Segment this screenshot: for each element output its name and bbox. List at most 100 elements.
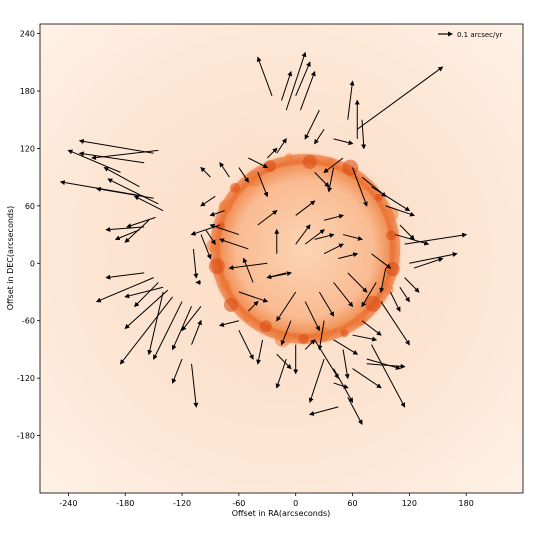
motion-vector (107, 178, 159, 205)
motion-vector (103, 167, 140, 188)
shell-knot (374, 193, 383, 202)
motion-vector (95, 277, 154, 303)
motion-vector (304, 109, 320, 140)
y-tick-label: 60 (25, 202, 35, 211)
motion-vector (304, 339, 316, 350)
shell-knot (383, 284, 394, 295)
x-tick-label: -180 (116, 499, 134, 508)
y-tick-label: -180 (17, 432, 35, 441)
shell-knot (246, 170, 263, 187)
motion-vector (218, 320, 240, 327)
motion-vector (347, 397, 363, 425)
shell-knot (208, 258, 225, 275)
motion-vector (181, 306, 202, 332)
motion-vector (371, 253, 392, 269)
y-tick-label: 120 (20, 144, 35, 153)
motion-vector (256, 56, 273, 96)
motion-vector (209, 210, 225, 217)
x-axis-ticks: -240 -180 -120 -60 0 60 120 180 (59, 493, 474, 508)
motion-vector (238, 167, 249, 183)
shell-knot (206, 239, 219, 252)
motion-vector (323, 213, 345, 221)
motion-vector (314, 129, 325, 145)
y-tick-label: 180 (20, 87, 35, 96)
motion-vector (133, 195, 164, 212)
motion-vector (238, 291, 269, 303)
motion-vector (191, 363, 199, 408)
shell-knot (298, 333, 309, 344)
y-tick-label: 0 (30, 259, 35, 268)
motion-vector (238, 330, 254, 360)
motion-vector (333, 339, 359, 355)
motion-vector (200, 234, 212, 260)
motion-vector (205, 229, 216, 245)
motion-vector (380, 301, 410, 346)
legend: 0.1 arcsec/yr (438, 31, 503, 39)
shell-knot (342, 159, 359, 176)
motion-vector (153, 301, 183, 360)
motion-vector (395, 234, 430, 246)
x-tick-label: 180 (459, 499, 474, 508)
motion-vector (361, 320, 382, 336)
motion-vector (327, 167, 335, 193)
motion-vector (361, 119, 367, 150)
motion-vector (276, 291, 297, 322)
y-tick-label: -120 (17, 374, 35, 383)
motion-vector (114, 229, 140, 241)
x-axis-label: Offset in RA(arcseconds) (232, 509, 330, 518)
shell-knot (364, 295, 381, 312)
shell-knot (354, 313, 367, 326)
motion-vector (347, 80, 355, 120)
motion-vector (276, 353, 292, 370)
motion-vector (295, 200, 316, 216)
shell-knot (386, 230, 397, 241)
shell-knot (223, 297, 238, 312)
motion-vector (219, 161, 230, 178)
motion-vector (347, 272, 368, 293)
motion-vector (105, 226, 145, 232)
motion-vector (266, 147, 278, 159)
motion-vector (147, 291, 164, 356)
motion-vector (333, 382, 349, 389)
motion-vector (266, 272, 287, 280)
shell-knot (385, 262, 400, 277)
motion-vector (304, 229, 325, 245)
legend-label: 0.1 arcsec/yr (457, 31, 503, 39)
motion-vector (308, 358, 325, 404)
motion-vector (352, 167, 368, 207)
shell-knot (384, 207, 399, 222)
proper-motion-vectors (59, 51, 468, 425)
motion-vector (385, 205, 416, 217)
motion-vector (280, 320, 292, 346)
motion-vector (366, 358, 401, 370)
motion-vector (333, 282, 354, 308)
motion-vector (389, 291, 401, 313)
motion-vector (191, 319, 202, 345)
motion-vector (247, 300, 259, 312)
shell-knot (324, 157, 335, 168)
shell-knot (285, 153, 294, 162)
y-axis-label: Offset in DEC(arcseconds) (6, 206, 15, 311)
y-axis-ticks: 240 180 120 60 0 -60 -120 -180 (17, 30, 40, 441)
motion-vector (242, 257, 254, 283)
motion-vector (371, 186, 411, 212)
motion-vector (171, 358, 183, 384)
motion-vector (126, 216, 156, 229)
motion-vector (275, 358, 287, 389)
motion-vector (281, 70, 293, 101)
x-tick-label: 120 (402, 499, 417, 508)
motion-vector (285, 51, 307, 111)
motion-vector (78, 138, 154, 154)
remnant-shell (206, 150, 404, 348)
motion-vector (256, 339, 264, 365)
shell-knot (302, 155, 317, 170)
shell-knot (230, 182, 241, 193)
shell-knot (259, 320, 272, 333)
motion-vector (356, 66, 444, 130)
shell-knot (220, 279, 231, 290)
shell-disc (207, 150, 404, 347)
motion-vector (323, 157, 344, 173)
motion-vector (352, 334, 378, 342)
motion-vector (323, 243, 344, 255)
